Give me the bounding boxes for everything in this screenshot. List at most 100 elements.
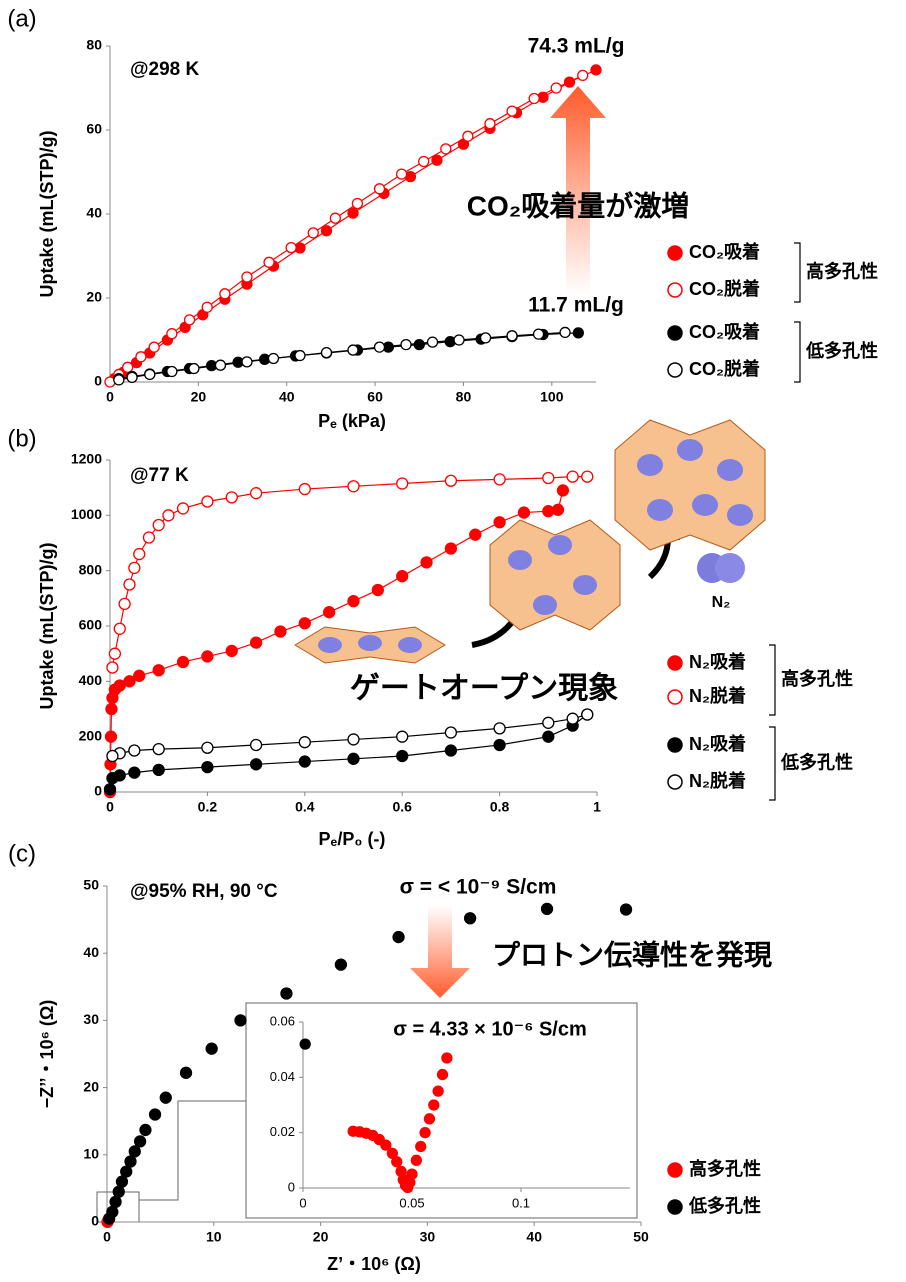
data-point (556, 484, 570, 497)
data-point (479, 332, 492, 344)
data-point (152, 518, 165, 532)
data-point (418, 155, 430, 168)
data-point (431, 154, 443, 166)
legend-label: N₂脱着 (689, 685, 746, 706)
data-point (241, 356, 253, 368)
y-tick-label: 1200 (71, 451, 102, 467)
data-point (419, 1127, 431, 1139)
x-tick-label: 10 (206, 1229, 222, 1245)
data-point (249, 738, 263, 752)
data-point (294, 349, 306, 362)
data-point (225, 644, 238, 658)
y-tick-label: 600 (79, 617, 103, 633)
data-point (400, 338, 412, 351)
data-point (128, 744, 141, 757)
data-point (201, 301, 213, 313)
annotation: σ = < 10⁻⁹ S/cm (400, 876, 557, 899)
data-point (274, 625, 287, 638)
data-point (542, 730, 555, 743)
x-tick-label: 0.2 (198, 799, 218, 815)
data-point (581, 470, 594, 483)
y-tick-label: 20 (86, 289, 102, 305)
data-point (441, 1052, 453, 1064)
annotation: σ = 4.33 × 10⁻⁶ S/cm (393, 1018, 587, 1040)
increase-arrow (550, 86, 606, 295)
data-point (112, 1185, 125, 1198)
data-point (103, 783, 117, 796)
data-point (201, 741, 214, 754)
y-tick-label: 40 (83, 944, 99, 960)
data-point (380, 1139, 392, 1151)
data-point (106, 661, 119, 674)
zoom-connector (139, 1100, 246, 1201)
data-point (249, 758, 263, 771)
x-tick-label: 40 (526, 1229, 542, 1245)
data-point (392, 930, 405, 944)
x-tick-label: 40 (279, 389, 295, 405)
annotation: N₂ (712, 594, 731, 611)
data-point (320, 346, 333, 359)
data-point (371, 583, 385, 597)
data-point (391, 1156, 403, 1168)
data-point (133, 1135, 147, 1148)
data-point (347, 207, 359, 219)
curved-arrow (471, 616, 518, 648)
data-point (373, 183, 386, 195)
inset-frame (245, 1002, 638, 1219)
data-point (126, 371, 138, 384)
legend-bracket (769, 644, 776, 716)
legend-marker (667, 1162, 683, 1178)
data-point (542, 716, 555, 729)
legend-label: CO₂吸着 (689, 321, 760, 342)
data-point (550, 82, 562, 94)
y-tick-label: 20 (83, 1078, 99, 1094)
legend-label: 低多孔性 (688, 1195, 761, 1216)
annotation: @77 K (130, 465, 189, 486)
data-point (532, 328, 545, 340)
data-point (493, 516, 506, 529)
legend-marker (667, 325, 683, 341)
data-point (214, 359, 227, 371)
x-axis-title: Z’・10⁶ (Ω) (327, 1254, 421, 1274)
legend-label: CO₂脱着 (689, 278, 760, 299)
legend-marker (667, 282, 683, 298)
data-point (551, 503, 565, 516)
x-tick-label: 20 (191, 389, 207, 405)
x-tick-label: 1 (593, 799, 601, 815)
data-point (423, 1113, 436, 1125)
x-axis-title: Pₑ/P₀ (-) (319, 829, 386, 849)
data-point (572, 327, 584, 339)
data-point (351, 197, 364, 210)
data-point (152, 742, 165, 756)
data-point (124, 1155, 137, 1168)
data-point (128, 1145, 141, 1158)
x-tick-label: 0 (299, 1195, 306, 1210)
series-line (111, 476, 588, 668)
data-point (144, 368, 156, 381)
data-point (440, 143, 452, 155)
y-axis-title: Uptake (mL(STP)/g) (37, 542, 57, 709)
data-point (109, 1195, 122, 1208)
x-tick-label: 0 (103, 1229, 111, 1245)
data-point (176, 655, 190, 669)
y-tick-label: 200 (79, 727, 103, 743)
y-tick-label: 0 (91, 1213, 99, 1229)
legend-group-label: 低多孔性 (805, 340, 878, 361)
data-point (322, 606, 336, 619)
data-point (298, 755, 311, 768)
data-point (201, 760, 214, 774)
data-point (263, 256, 275, 268)
data-point (329, 212, 341, 224)
x-tick-label: 0 (106, 389, 114, 405)
x-tick-label: 0.6 (392, 799, 412, 815)
data-point (298, 736, 311, 749)
data-point (444, 726, 458, 739)
data-point (133, 669, 146, 682)
data-point (249, 487, 263, 500)
legend-marker (667, 689, 683, 705)
data-point (234, 1014, 247, 1027)
data-point (115, 1175, 129, 1188)
data-point (528, 92, 540, 105)
data-point (413, 338, 425, 351)
